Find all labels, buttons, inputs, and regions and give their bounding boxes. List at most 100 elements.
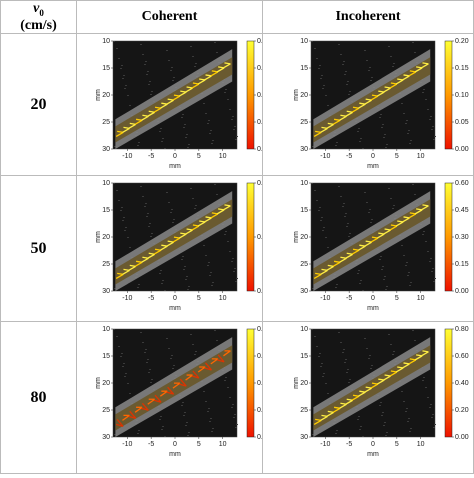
- speckle: [343, 203, 345, 204]
- flow-arrow: [134, 118, 143, 125]
- y-axis-label: mm: [293, 377, 300, 389]
- flow-arrow: [153, 106, 162, 113]
- flow-arrow: [351, 106, 360, 113]
- speckle: [340, 342, 342, 343]
- speckle: [427, 109, 429, 110]
- speckle: [190, 188, 192, 189]
- speckle: [183, 127, 185, 128]
- speckle: [360, 426, 362, 427]
- y-tick-label: 30: [102, 288, 110, 295]
- flow-arrow: [395, 78, 404, 85]
- speckle: [140, 186, 142, 187]
- x-tick-label: 0: [173, 441, 177, 448]
- flow-arrow: [191, 224, 200, 231]
- speckle: [366, 348, 368, 349]
- flow-arrow: [395, 220, 404, 227]
- speckle: [335, 433, 337, 434]
- speckle: [224, 234, 226, 235]
- colorbar-tick-label: 0.20: [455, 38, 469, 45]
- speckle: [162, 426, 164, 427]
- x-tick-label: 0: [371, 295, 375, 302]
- colorbar: [444, 328, 453, 438]
- speckle: [171, 355, 173, 356]
- flow-arrow: [364, 240, 372, 247]
- y-axis-label: mm: [293, 231, 300, 243]
- flow-arrow: [223, 204, 231, 211]
- speckle: [325, 383, 327, 384]
- speckle: [422, 234, 424, 235]
- flow-arrow: [115, 418, 124, 428]
- speckle: [127, 383, 129, 384]
- speckle: [236, 278, 238, 279]
- flow-arrow: [402, 216, 410, 223]
- speckle: [121, 207, 123, 208]
- speckle: [140, 332, 142, 333]
- speckle: [234, 126, 236, 127]
- y-tick-label: 30: [300, 146, 308, 153]
- speckle: [384, 422, 386, 423]
- speckle: [160, 416, 162, 417]
- speckle: [314, 336, 316, 337]
- colorbar-tick-label: 0.90: [257, 288, 262, 295]
- flow-arrow: [160, 102, 168, 109]
- flow-arrow: [179, 378, 187, 387]
- speckle: [359, 283, 361, 284]
- speckle: [234, 268, 236, 269]
- speckle: [316, 58, 318, 59]
- speckle: [225, 231, 227, 232]
- flow-arrow: [122, 268, 130, 275]
- speckle: [335, 287, 337, 288]
- speckle: [382, 266, 384, 267]
- speckle: [161, 141, 163, 142]
- speckle: [388, 188, 390, 189]
- speckle: [148, 372, 150, 373]
- colorbar-tick-label: 0.80: [455, 326, 469, 333]
- speckle: [318, 68, 320, 69]
- speckle: [366, 202, 368, 203]
- flow-arrow: [166, 240, 174, 247]
- colorbar-tick-label: 0.00: [257, 434, 262, 441]
- y-tick-label: 25: [300, 119, 308, 126]
- speckle: [129, 105, 131, 106]
- speckle: [170, 358, 172, 359]
- panel-cell: -10 -5 0 5 10 10 15 20 25 30 mm mm 0.60 0.45 0.30 0.15 0…: [263, 176, 474, 322]
- speckle: [232, 404, 234, 405]
- flow-arrow: [332, 118, 341, 125]
- y-tick-label: 15: [300, 207, 308, 214]
- speckle: [427, 251, 429, 252]
- speckle: [138, 142, 140, 143]
- x-axis-label: mm: [169, 305, 181, 312]
- x-tick-label: -5: [346, 153, 352, 160]
- speckle: [327, 105, 329, 106]
- speckle: [137, 433, 139, 434]
- speckle: [340, 54, 342, 55]
- speckle: [384, 134, 386, 135]
- speckle: [403, 401, 405, 402]
- speckle: [166, 338, 168, 339]
- flow-arrow: [383, 86, 391, 93]
- flow-arrow: [216, 354, 225, 363]
- speckle: [192, 344, 194, 345]
- speckle: [392, 354, 394, 355]
- flow-arrow: [160, 244, 168, 251]
- flow-arrow: [134, 406, 143, 413]
- speckle: [311, 329, 313, 330]
- speckle: [211, 143, 213, 144]
- flow-arrow: [383, 374, 391, 381]
- speckle: [383, 279, 385, 280]
- speckle: [212, 428, 214, 429]
- flow-arrow: [320, 268, 328, 275]
- flow-arrow: [351, 394, 360, 401]
- speckle: [344, 216, 346, 217]
- flow-arrow: [197, 366, 206, 373]
- y-tick-label: 15: [300, 353, 308, 360]
- x-tick-label: -5: [346, 295, 352, 302]
- flow-arrow: [370, 382, 379, 389]
- speckle: [412, 42, 414, 43]
- speckle: [235, 427, 237, 428]
- flow-arrow: [147, 110, 156, 117]
- speckle: [316, 346, 318, 347]
- flow-arrow: [320, 126, 328, 133]
- flow-arrow: [197, 220, 206, 227]
- speckle: [124, 88, 126, 89]
